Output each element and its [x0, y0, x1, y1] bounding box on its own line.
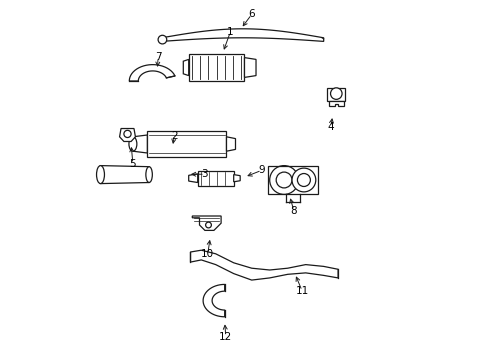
- Circle shape: [123, 130, 131, 138]
- Polygon shape: [226, 137, 235, 151]
- Polygon shape: [203, 284, 224, 317]
- Circle shape: [330, 88, 342, 99]
- Text: 1: 1: [227, 27, 233, 37]
- Text: 10: 10: [201, 249, 214, 259]
- Ellipse shape: [96, 166, 104, 184]
- Polygon shape: [133, 135, 147, 153]
- Text: 4: 4: [327, 122, 333, 132]
- Ellipse shape: [145, 167, 152, 183]
- Text: 7: 7: [155, 52, 161, 62]
- Polygon shape: [162, 29, 323, 41]
- Circle shape: [291, 168, 315, 192]
- Ellipse shape: [129, 137, 137, 151]
- Text: 11: 11: [295, 286, 308, 296]
- Text: 9: 9: [258, 165, 264, 175]
- Polygon shape: [326, 88, 345, 101]
- Polygon shape: [120, 129, 135, 141]
- Polygon shape: [101, 166, 149, 184]
- Text: 12: 12: [219, 332, 232, 342]
- Circle shape: [158, 35, 166, 44]
- Polygon shape: [183, 59, 188, 76]
- Polygon shape: [129, 65, 175, 81]
- Text: 5: 5: [129, 159, 136, 169]
- Polygon shape: [188, 174, 197, 183]
- Text: 6: 6: [248, 9, 254, 19]
- Text: 3: 3: [201, 169, 208, 179]
- Text: 8: 8: [290, 206, 297, 216]
- Circle shape: [297, 174, 310, 186]
- Circle shape: [276, 172, 291, 188]
- Polygon shape: [328, 101, 343, 106]
- Circle shape: [269, 166, 298, 194]
- Polygon shape: [147, 131, 226, 157]
- Polygon shape: [188, 54, 244, 81]
- Circle shape: [205, 222, 211, 228]
- Polygon shape: [244, 58, 256, 77]
- Polygon shape: [190, 250, 337, 280]
- Polygon shape: [233, 175, 240, 182]
- Text: 2: 2: [171, 131, 177, 141]
- Polygon shape: [197, 171, 233, 186]
- Polygon shape: [192, 216, 221, 230]
